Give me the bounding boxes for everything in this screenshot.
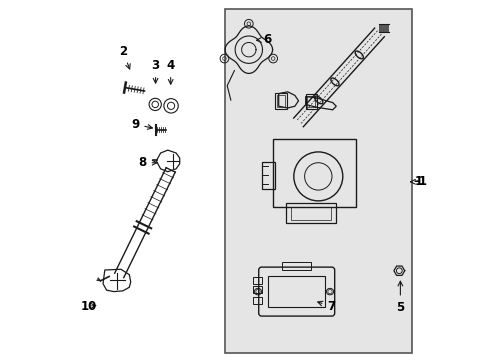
Text: 9: 9: [131, 118, 152, 131]
Text: 8: 8: [138, 156, 157, 169]
Bar: [252, 277, 261, 284]
Bar: [252, 286, 261, 293]
Polygon shape: [115, 168, 175, 278]
Text: 6: 6: [256, 33, 271, 46]
Bar: [252, 297, 261, 304]
Bar: [305, 94, 316, 109]
Bar: [275, 93, 286, 109]
Text: 5: 5: [395, 281, 404, 314]
Text: 7: 7: [317, 300, 335, 313]
Bar: [306, 96, 314, 107]
Text: 2: 2: [119, 45, 130, 69]
Bar: [273, 139, 355, 207]
Bar: [267, 276, 325, 307]
Bar: [285, 203, 336, 223]
Text: 4: 4: [166, 59, 175, 84]
Bar: [224, 9, 411, 353]
Bar: [282, 262, 310, 270]
Text: 10: 10: [81, 300, 97, 312]
Text: –1: –1: [413, 175, 427, 188]
Bar: [291, 207, 330, 220]
Text: 3: 3: [151, 59, 159, 83]
Bar: [262, 162, 275, 189]
Text: 1: 1: [410, 175, 422, 188]
Bar: [276, 95, 285, 107]
